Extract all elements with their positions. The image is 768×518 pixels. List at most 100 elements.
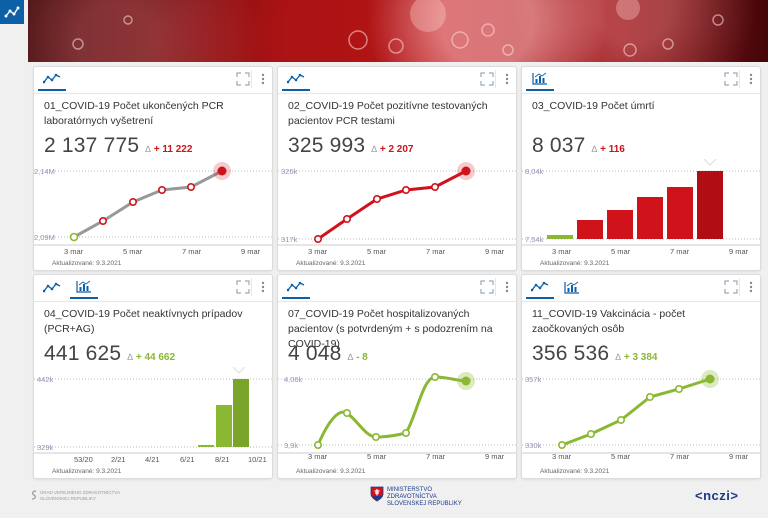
card-header [522,275,760,302]
bar[interactable] [216,405,232,447]
x-tick: 4/21 [145,455,160,464]
expand-icon[interactable] [480,72,494,86]
x-tick: 7 mar [426,247,446,256]
card-title: 01_COVID-19 Počet ukončených PCR laborat… [44,100,224,127]
delta-symbol: ∆ [145,144,151,154]
card-value-row: 356 536 ∆ + 3 384 [532,342,657,366]
tab-trend[interactable] [38,67,66,91]
expand-icon[interactable] [236,280,250,294]
more-menu-icon[interactable] [495,278,514,296]
expand-icon[interactable] [480,280,494,294]
latest-point[interactable] [461,166,471,176]
bar-chart-icon [564,281,579,294]
data-point[interactable] [313,235,322,244]
data-point[interactable] [313,441,322,450]
data-point[interactable] [675,384,684,393]
more-menu-icon[interactable] [251,70,270,88]
bar[interactable] [697,171,723,239]
data-point[interactable] [158,185,167,194]
uvz-line-2: SLOVENSKEJ REPUBLIKY [40,495,97,501]
ministry-line-3: SLOVENSKEJ REPUBLIKY [387,501,462,507]
chart-area: 442k 329k 53/20 2/21 4/21 6/21 8/21 10/2… [34,367,272,467]
more-menu-icon[interactable] [251,278,270,296]
x-tick: 7 mar [182,247,202,256]
x-tick: 3 mar [308,247,328,256]
bar[interactable] [233,379,249,447]
x-tick: 6/21 [180,455,195,464]
data-point[interactable] [646,392,655,401]
data-point[interactable] [431,182,440,191]
card-title: 03_COVID-19 Počet úmrtí [532,100,655,112]
y-tick-min: 2,09M [34,233,55,242]
bar[interactable] [198,445,214,447]
tab-trend[interactable] [38,275,66,299]
updated-label: Aktualizované: 9.3.2021 [52,260,122,267]
bar[interactable] [637,197,663,239]
data-point[interactable] [69,232,79,242]
bar[interactable] [577,220,603,239]
tab-bar-chart[interactable] [526,67,554,91]
tab-trend[interactable] [282,67,310,91]
latest-point[interactable] [461,376,471,386]
tab-bar-chart[interactable] [558,275,586,299]
data-point[interactable] [402,428,411,437]
expand-icon[interactable] [724,72,738,86]
data-point[interactable] [402,185,411,194]
data-point[interactable] [557,441,566,450]
x-tick: 9 mar [729,452,749,461]
bar[interactable] [667,187,693,239]
more-menu-icon[interactable] [739,278,758,296]
data-point[interactable] [187,182,196,191]
trend-icon [43,73,61,84]
data-point[interactable] [617,415,626,424]
data-point[interactable] [587,429,596,438]
expand-icon[interactable] [724,280,738,294]
tab-trend[interactable] [282,275,310,299]
y-tick-min: 317k [281,235,298,244]
card-pcr-tests: 01_COVID-19 Počet ukončených PCR laborat… [33,66,273,271]
x-tick: 9 mar [485,247,505,256]
total-value: 325 993 [288,134,366,157]
bar[interactable] [607,210,633,239]
uvz-line-1: ÚRAD VEREJNÉHO ZDRAVOTNÍCTVA [40,490,121,495]
increment-value: - 8 [356,352,368,363]
card-title: 04_COVID-19 Počet neaktívnych prípadov (… [44,308,243,335]
latest-point[interactable] [705,374,715,384]
data-point[interactable] [431,373,440,382]
card-value-row: 441 625 ∆ + 44 662 [44,342,175,366]
y-tick-max: 326k [281,167,298,176]
delta-symbol: ∆ [615,352,621,362]
x-tick: 7 mar [670,452,690,461]
data-point[interactable] [373,194,382,203]
data-point[interactable] [343,214,352,223]
delta-symbol: ∆ [371,144,377,154]
bar-chart-icon [532,72,547,85]
trend-icon [287,73,305,84]
data-point[interactable] [372,433,381,442]
more-menu-icon[interactable] [495,70,514,88]
increment-value: + 11 222 [153,144,193,155]
tab-trend[interactable] [526,275,554,299]
ministry-line-1: MINISTERSTVO [387,487,433,493]
card-title: 07_COVID-19 Počet hospitalizovaných paci… [288,308,493,350]
bar[interactable] [547,235,573,239]
data-point[interactable] [343,408,352,417]
card-value-row: 8 037 ∆ + 116 [532,134,625,158]
latest-point[interactable] [217,166,227,176]
more-menu-icon[interactable] [739,70,758,88]
x-tick: 5 mar [611,452,631,461]
x-tick: 9 mar [485,452,505,461]
data-point[interactable] [99,216,108,225]
total-value: 356 536 [532,342,610,365]
ministry-logo-text: MINISTERSTVO ZDRAVOTNÍCTVA SLOVENSKEJ RE… [387,487,462,508]
x-tick: 9 mar [729,247,749,256]
x-tick: 53/20 [74,455,93,464]
x-tick: 5 mar [367,247,387,256]
data-point[interactable] [129,197,138,206]
app-menu-icon[interactable] [0,0,24,24]
card-header [34,67,272,94]
tab-bar-chart[interactable] [70,275,98,299]
card-header [34,275,272,302]
expand-icon[interactable] [236,72,250,86]
total-value: 8 037 [532,134,586,157]
